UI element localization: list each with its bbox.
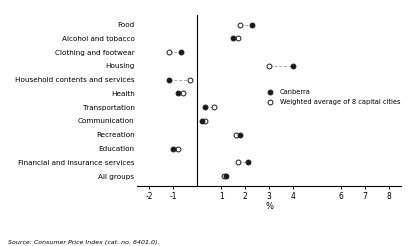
- Legend: Canberra, Weighted average of 8 capital cities: Canberra, Weighted average of 8 capital …: [264, 89, 400, 105]
- X-axis label: %: %: [265, 202, 273, 211]
- Text: Source: Consumer Price Index (cat. no. 6401.0).: Source: Consumer Price Index (cat. no. 6…: [8, 240, 160, 245]
